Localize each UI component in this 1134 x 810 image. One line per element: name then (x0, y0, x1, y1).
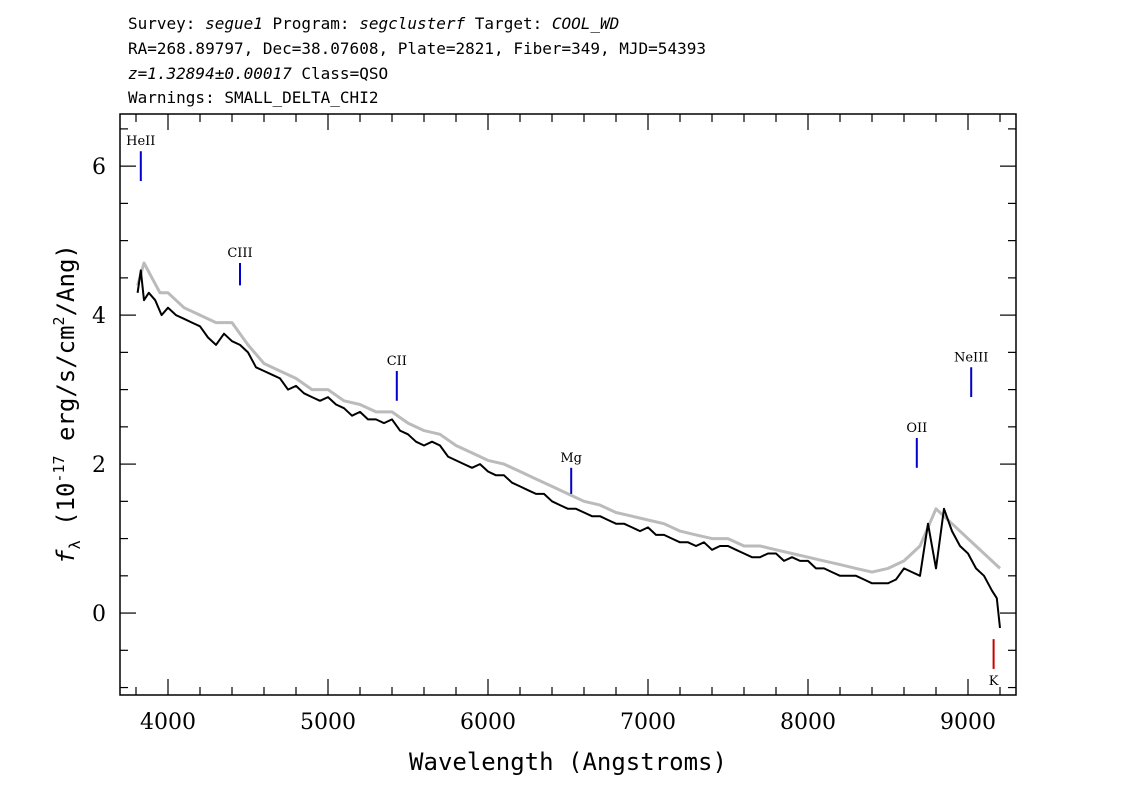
header-line-3: z=1.32894±0.00017 Class=QSO (128, 64, 388, 83)
series-group (136, 261, 1002, 629)
line-label-oii: OII (906, 421, 927, 436)
header-line-2: RA=268.89797, Dec=38.07608, Plate=2821, … (128, 39, 706, 58)
line-label-neiii: NeIII (954, 350, 988, 365)
target-value: COOL_WD (552, 14, 619, 33)
program-value: segclusterf (359, 14, 465, 33)
y-axis-exponent-2: 2 (50, 316, 68, 325)
y-tick-label: 2 (92, 453, 106, 478)
class-value: Class=QSO (292, 64, 388, 83)
x-tick-label: 4000 (140, 710, 196, 735)
survey-value: segue1 (205, 14, 263, 33)
axis-ticks (120, 114, 1016, 695)
y-tick-label: 6 (92, 155, 106, 180)
x-tick-label: 9000 (940, 710, 996, 735)
y-axis-open: (10 (52, 483, 80, 541)
line-label-ciii: CIII (227, 246, 252, 261)
line-label-mg: Mg (560, 451, 582, 466)
x-axis-title: Wavelength (Angstroms) (409, 748, 727, 776)
y-axis-exponent: -17 (50, 455, 68, 482)
survey-label: Survey: (128, 14, 205, 33)
y-axis-title: fλ (10-17 erg/s/cm2/Ang) (50, 244, 84, 564)
error-series-line (136, 261, 1002, 574)
line-label-k: K (989, 674, 999, 689)
y-axis-flux-symbol: f (52, 549, 80, 564)
x-tick-label: 6000 (460, 710, 516, 735)
x-tick-label: 5000 (300, 710, 356, 735)
target-label: Target: (465, 14, 552, 33)
y-axis-close: /Ang) (52, 244, 80, 316)
line-label-cii: CII (387, 354, 407, 369)
line-label-heii: HeII (126, 134, 155, 149)
x-tick-labels: 4000 5000 6000 7000 8000 9000 (140, 710, 996, 735)
emission-line-markers: HeII CIII CII Mg OII NeIII K (126, 134, 999, 689)
redshift-value: z=1.32894±0.00017 (128, 64, 292, 83)
plot-frame (119, 113, 1017, 696)
x-tick-label: 8000 (780, 710, 836, 735)
y-axis-subscript: λ (66, 540, 84, 549)
y-axis-units: erg/s/cm (52, 325, 80, 455)
flux-series-line (136, 269, 1001, 629)
y-tick-label: 0 (92, 602, 106, 627)
y-tick-label: 4 (92, 304, 106, 329)
x-tick-label: 7000 (620, 710, 676, 735)
program-label: Program: (263, 14, 359, 33)
header-line-4: Warnings: SMALL_DELTA_CHI2 (128, 88, 378, 107)
header-line-1: Survey: segue1 Program: segclusterf Targ… (128, 14, 619, 33)
y-tick-labels: 0 2 4 6 (92, 155, 106, 627)
